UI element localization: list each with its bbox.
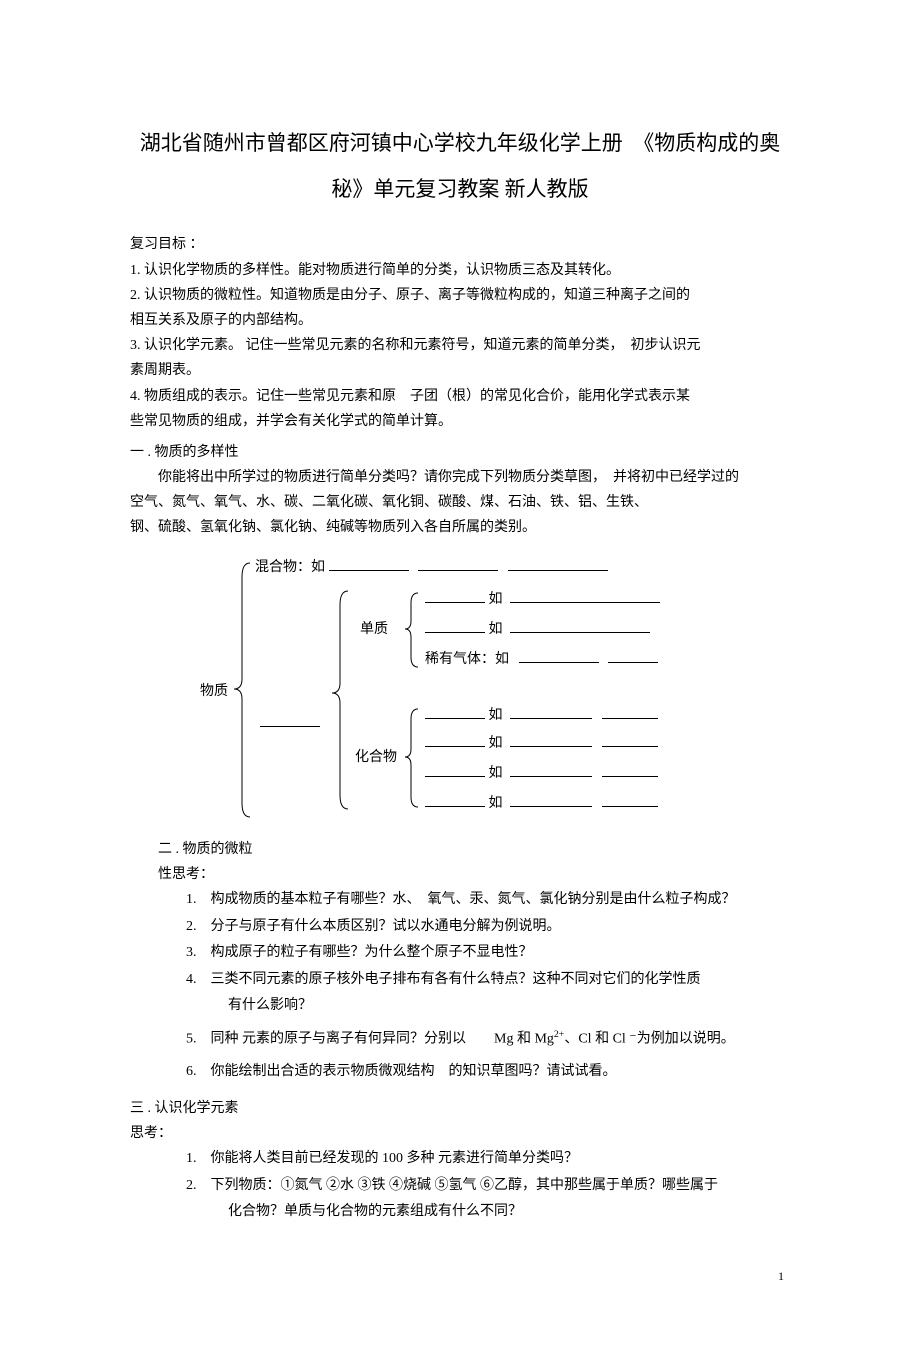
blank-line xyxy=(602,762,658,777)
sec2-q4-b: 有什么影响？ xyxy=(228,993,790,1020)
sec3-q2-b: 化合物？单质与化合物的元素组成有什么不同？ xyxy=(228,1199,790,1226)
blank-line xyxy=(425,618,485,633)
sec2-q2: 2. 分子与原子有什么本质区别？试以水通电分解为例说明。 xyxy=(186,914,790,941)
goal-2-b: 相互关系及原子的内部结构。 xyxy=(130,308,790,333)
title-line-1: 湖北省随州市曾都区府河镇中心学校九年级化学上册 《物质构成的奥 xyxy=(130,120,790,166)
sec2-q5-cont: 、Cl 和 Cl ⁻为例加以说明。 xyxy=(564,1032,734,1047)
section-2-title: 二 . 物质的微粒 xyxy=(158,837,790,862)
blank-line xyxy=(508,556,608,571)
blank-line xyxy=(510,618,650,633)
sec2-q4: 4. 三类不同元素的原子核外电子排布有各有什么特点？这种不同对它们的化学性质 有… xyxy=(186,967,790,1020)
diagram-mix-text: 混合物：如 xyxy=(255,560,325,575)
blank-line xyxy=(602,704,658,719)
section-1-p2: 空气、氮气、氧气、水、碳、二氧化碳、氧化铜、碳酸、煤、石油、铁、铝、生铁、 xyxy=(130,490,790,515)
goal-3-a: 3. 认识化学元素。 记住一些常见元素的名称和元素符号，知道元素的简单分类， 初… xyxy=(130,333,790,358)
diagram-danzhi-row2: 如 xyxy=(425,617,650,642)
sec2-q5: 5. 同种 元素的原子与离子有何异同？分别以 Mg 和 Mg2+、Cl 和 Cl… xyxy=(186,1026,790,1053)
diagram-ru: 如 xyxy=(489,766,503,781)
diagram-ru: 如 xyxy=(489,796,503,811)
document-page: 湖北省随州市曾都区府河镇中心学校九年级化学上册 《物质构成的奥 秘》单元复习教案… xyxy=(0,0,920,1348)
goal-4-a: 4. 物质组成的表示。记住一些常见元素和原 子团（根）的常见化合价，能用化学式表… xyxy=(130,384,790,409)
blank-line xyxy=(425,588,485,603)
blank-line xyxy=(418,556,498,571)
section-1-title: 一 . 物质的多样性 xyxy=(130,440,790,465)
sec2-q4-a: 4. 三类不同元素的原子核外电子排布有各有什么特点？这种不同对它们的化学性质 xyxy=(186,972,701,987)
blank-line xyxy=(608,648,658,663)
goal-3-b: 素周期表。 xyxy=(130,358,790,383)
diagram-huahewu-row3: 如 xyxy=(425,761,658,786)
blank-line xyxy=(510,792,592,807)
section-1-p3: 钢、硫酸、氢氧化钠、氯化钠、纯碱等物质列入各自所属的类别。 xyxy=(130,515,790,540)
page-number: 1 xyxy=(130,1266,790,1288)
blank-line xyxy=(510,762,592,777)
blank-line xyxy=(425,762,485,777)
blank-line xyxy=(510,704,592,719)
section-3-title: 三 . 认识化学元素 xyxy=(130,1096,790,1121)
title-line-2: 秘》单元复习教案 新人教版 xyxy=(130,166,790,212)
sec2-q3: 3. 构成原子的粒子有哪些？为什么整个原子不显电性？ xyxy=(186,940,790,967)
blank-line xyxy=(519,648,599,663)
sec2-q5-sup: 2+ xyxy=(554,1029,564,1040)
sec3-q2-a: 2. 下列物质：①氮气 ②水 ③铁 ④烧碱 ⑤氢气 ⑥乙醇，其中那些属于单质？哪… xyxy=(186,1178,718,1193)
classification-diagram: 混合物：如 物质 如 单质 如 稀有气体：如 xyxy=(200,559,720,819)
blank-line xyxy=(425,792,485,807)
diagram-pure-blank xyxy=(260,711,320,736)
goals-header: 复习目标 ： xyxy=(130,232,790,257)
blank-line xyxy=(510,588,660,603)
diagram-huahewu-row2: 如 xyxy=(425,731,658,756)
section-3-sub: 思考： xyxy=(130,1121,790,1146)
diagram-danzhi-label: 单质 xyxy=(360,617,388,642)
blank-line xyxy=(510,732,592,747)
blank-line xyxy=(260,712,320,727)
sec3-q2: 2. 下列物质：①氮气 ②水 ③铁 ④烧碱 ⑤氢气 ⑥乙醇，其中那些属于单质？哪… xyxy=(186,1173,790,1226)
diagram-huahewu-label: 化合物 xyxy=(355,745,397,770)
blank-line xyxy=(329,556,409,571)
sec2-q6: 6. 你能绘制出合适的表示物质微观结构 的知识草图吗？请试试看。 xyxy=(186,1059,790,1086)
doc-title: 湖北省随州市曾都区府河镇中心学校九年级化学上册 《物质构成的奥 秘》单元复习教案… xyxy=(130,120,790,212)
diagram-huahewu-row1: 如 xyxy=(425,703,658,728)
diagram-matter-label: 物质 xyxy=(200,679,228,704)
goal-1: 1. 认识化学物质的多样性。能对物质进行简单的分类，认识物质三态及其转化。 xyxy=(130,258,790,283)
diagram-ru: 如 xyxy=(489,708,503,723)
diagram-mix-label: 混合物：如 xyxy=(255,555,608,580)
sec2-q5-a: 5. 同种 元素的原子与离子有何异同？分别以 Mg 和 Mg xyxy=(186,1032,554,1047)
diagram-ru: 如 xyxy=(489,736,503,751)
blank-line xyxy=(602,732,658,747)
goal-4-b: 些常见物质的组成，并学会有关化学式的简单计算。 xyxy=(130,409,790,434)
blank-line xyxy=(425,732,485,747)
diagram-ru: 如 xyxy=(489,592,503,607)
blank-line xyxy=(602,792,658,807)
diagram-ru: 如 xyxy=(489,622,503,637)
diagram-huahewu-row4: 如 xyxy=(425,791,658,816)
diagram-danzhi-row1: 如 xyxy=(425,587,660,612)
diagram-xiyou-text: 稀有气体：如 xyxy=(425,652,509,667)
section-1-p1: 你能将出中所学过的物质进行简单分类吗？请你完成下列物质分类草图， 并将初中已经学… xyxy=(130,465,790,490)
blank-line xyxy=(425,704,485,719)
diagram-xiyou-row: 稀有气体：如 xyxy=(425,647,658,672)
sec2-q1: 1. 构成物质的基本粒子有哪些？水、 氧气、汞、氮气、氯化钠分别是由什么粒子构成… xyxy=(186,887,790,914)
goal-2-a: 2. 认识物质的微粒性。知道物质是由分子、原子、离子等微粒构成的，知道三种离子之… xyxy=(130,283,790,308)
sec3-q1: 1. 你能将人类目前已经发现的 100 多种 元素进行简单分类吗？ xyxy=(186,1146,790,1173)
section-2-sub: 性思考： xyxy=(158,862,790,887)
